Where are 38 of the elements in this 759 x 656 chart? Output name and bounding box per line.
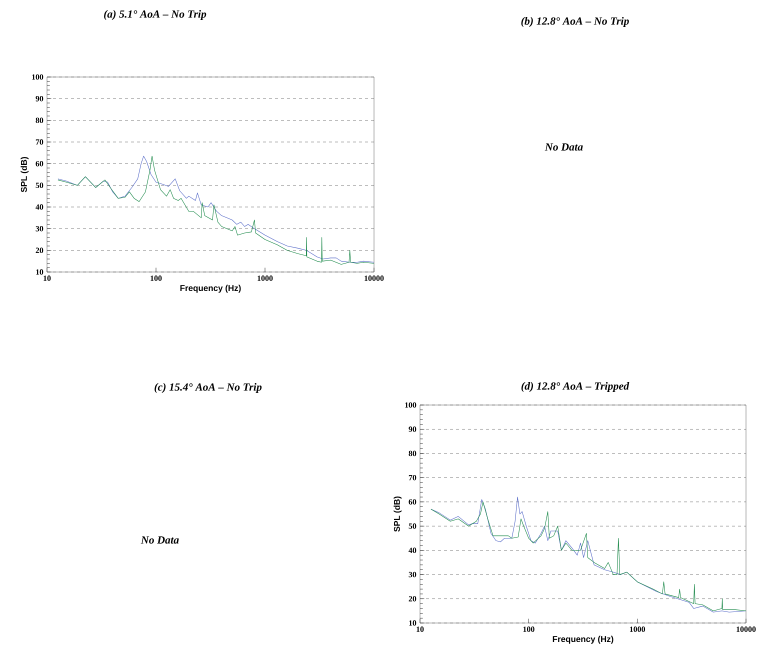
x-tick-label: 10000: [364, 276, 384, 281]
y-tick-label: 10: [36, 269, 44, 275]
y-tick-label: 20: [408, 596, 416, 602]
y-tick-label: 70: [408, 474, 416, 480]
text: (c) 15.4° AoA – No Trip: [154, 383, 262, 393]
chart-title: (d) 12.8° AoA – Tripped: [521, 382, 630, 392]
x-tick-label: 100: [523, 626, 534, 632]
text: No Data: [544, 143, 583, 151]
y-tick-label: 60: [36, 160, 44, 166]
x-tick-label: 1000: [630, 626, 646, 632]
y-tick-label: 100: [32, 74, 44, 80]
y-tick-label: 10: [409, 620, 416, 626]
y-axis-title: SPL (dB): [394, 496, 402, 532]
y-axis-title: SPL (dB): [20, 157, 29, 192]
text: No Data: [140, 536, 179, 544]
y-tick-label: 30: [36, 226, 44, 232]
y-tick-label: 80: [36, 118, 44, 124]
x-axis-title: Frequency (Hz): [552, 636, 614, 644]
x-tick-label: 1000: [258, 276, 273, 281]
x-tick-label: 100: [150, 276, 162, 281]
y-tick-label: 60: [408, 499, 416, 505]
y-tick-label: 50: [36, 182, 44, 188]
y-tick-label: 50: [408, 523, 416, 529]
y-tick-label: 30: [408, 572, 416, 578]
y-tick-label: 100: [405, 402, 416, 408]
y-tick-label: 80: [408, 450, 416, 456]
y-tick-label: 40: [36, 204, 44, 210]
y-tick-label: 40: [408, 548, 416, 554]
x-tick-label: 10000: [736, 626, 756, 632]
y-tick-label: 90: [36, 96, 44, 102]
x-tick-label: 10: [44, 276, 51, 281]
chart-title: (a) 5.1° AoA – No Trip: [104, 10, 206, 20]
y-tick-label: 90: [408, 426, 416, 432]
x-tick-label: 10: [416, 626, 424, 632]
y-tick-label: 70: [36, 139, 44, 145]
text: (b) 12.8° AoA – No Trip: [521, 17, 629, 27]
y-tick-label: 20: [36, 248, 44, 254]
x-axis-title: Frequency (Hz): [180, 284, 241, 293]
